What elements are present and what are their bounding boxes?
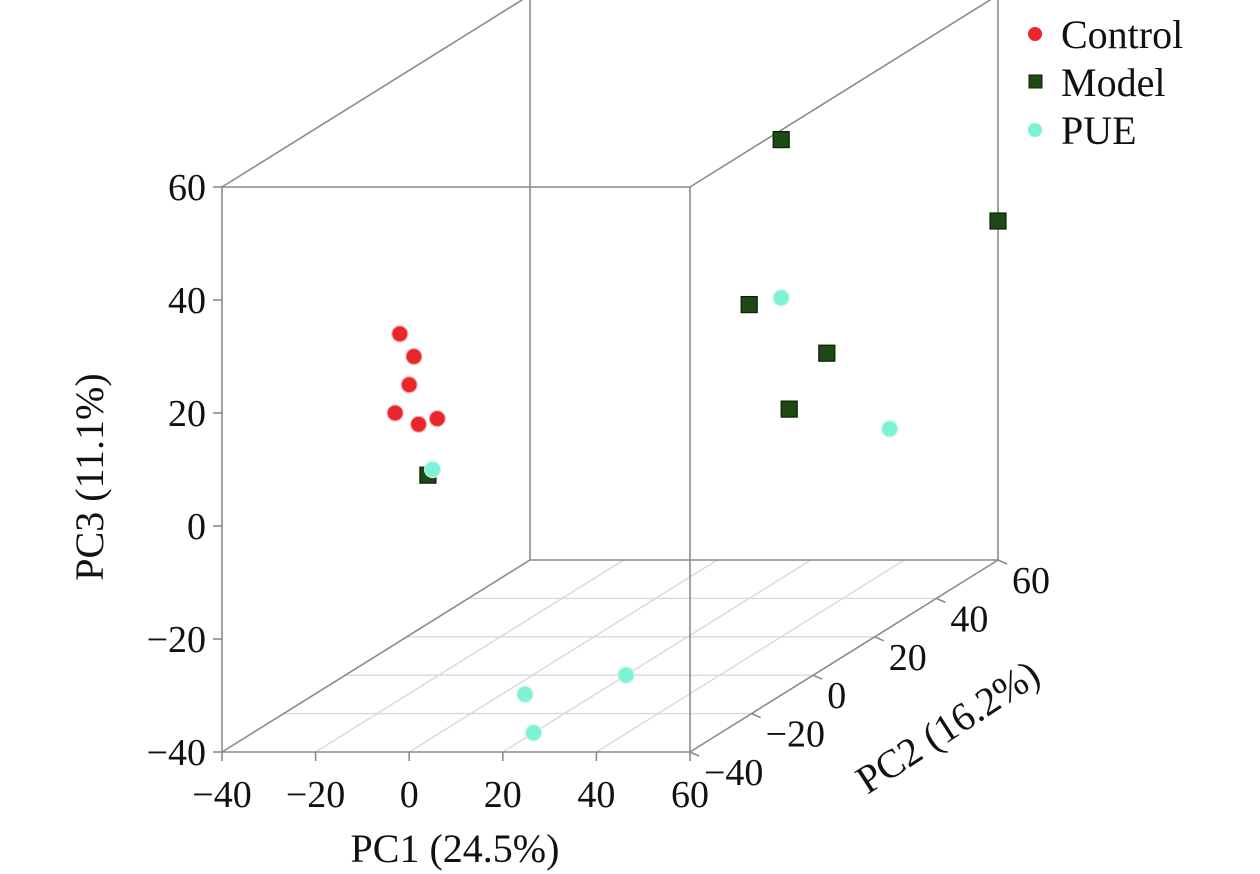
z-tick-label: −40 [147,732,206,774]
y-tick-mark-2 [812,674,823,680]
y-tick-mark-0 [689,751,700,757]
y-tick-label: −20 [766,714,825,756]
legend-item-pue: PUE [1028,108,1137,153]
legend-marker [1028,74,1043,89]
box-edge-11 [689,0,992,188]
legend-label: Control [1061,12,1183,57]
series-control [386,325,446,433]
z-tick-label: 0 [187,506,206,548]
legend-label: Model [1061,60,1165,105]
y-tick-mark-3 [874,636,885,642]
point-control-0 [391,325,409,343]
x-tick-label: 60 [671,774,709,816]
y-tick-label: 20 [889,637,927,679]
point-model-3 [780,400,798,418]
y-tick-mark-5 [997,559,1008,565]
plot-box [221,0,999,753]
y-tick-label: 0 [827,675,846,717]
y-tick-label: 40 [950,598,988,640]
point-pue-4 [617,666,635,684]
box-edge-8 [221,559,531,753]
point-model-5 [989,212,1007,230]
data-points [386,131,1007,742]
floor-grid-line-x-3 [502,559,812,753]
point-pue-5 [524,724,543,742]
z-tick-label: 40 [168,280,206,322]
x-tick-label: 0 [400,774,419,816]
series-pue [424,289,899,742]
x-tick-label: 40 [577,774,615,816]
point-model-1 [772,131,790,149]
point-pue-0 [424,460,442,479]
point-control-1 [405,347,423,366]
point-pue-1 [772,289,790,307]
floor-grid-line-x-1 [315,559,624,753]
box-edge-9 [689,559,999,753]
point-control-5 [428,410,446,428]
point-model-2 [740,296,758,314]
y-tick-label: −40 [704,752,763,794]
point-control-2 [400,376,418,394]
y-axis-label: PC2 (16.2%) [848,651,1048,803]
y-tick-mark-4 [936,597,946,604]
x-tick-label: 20 [484,774,522,816]
floor-grid [283,559,937,753]
legend-item-control: Control [1028,12,1183,57]
series-model [419,131,1007,484]
z-tick-label: −20 [147,619,206,661]
floor-grid-line-x-2 [408,559,718,753]
legend-marker [1028,27,1042,41]
point-control-4 [409,415,428,433]
point-pue-3 [516,685,534,704]
point-model-4 [818,344,836,362]
z-tick-label: 20 [168,393,206,435]
z-tick-label: 60 [168,167,206,209]
floor-grid-line-x-4 [596,559,905,753]
point-control-3 [386,404,404,422]
x-tick-label: −20 [286,774,345,816]
x-tick-label: −40 [192,774,251,816]
box-edge-10 [221,0,524,188]
legend-marker [1028,123,1042,137]
point-pue-2 [880,420,899,438]
z-axis-label: PC3 (11.1%) [67,373,112,580]
x-axis-label: PC1 (24.5%) [351,826,560,871]
y-tick-mark-1 [751,712,761,719]
legend-label: PUE [1061,108,1137,153]
y-tick-label: 60 [1012,560,1050,602]
legend-item-model: Model [1028,60,1165,105]
